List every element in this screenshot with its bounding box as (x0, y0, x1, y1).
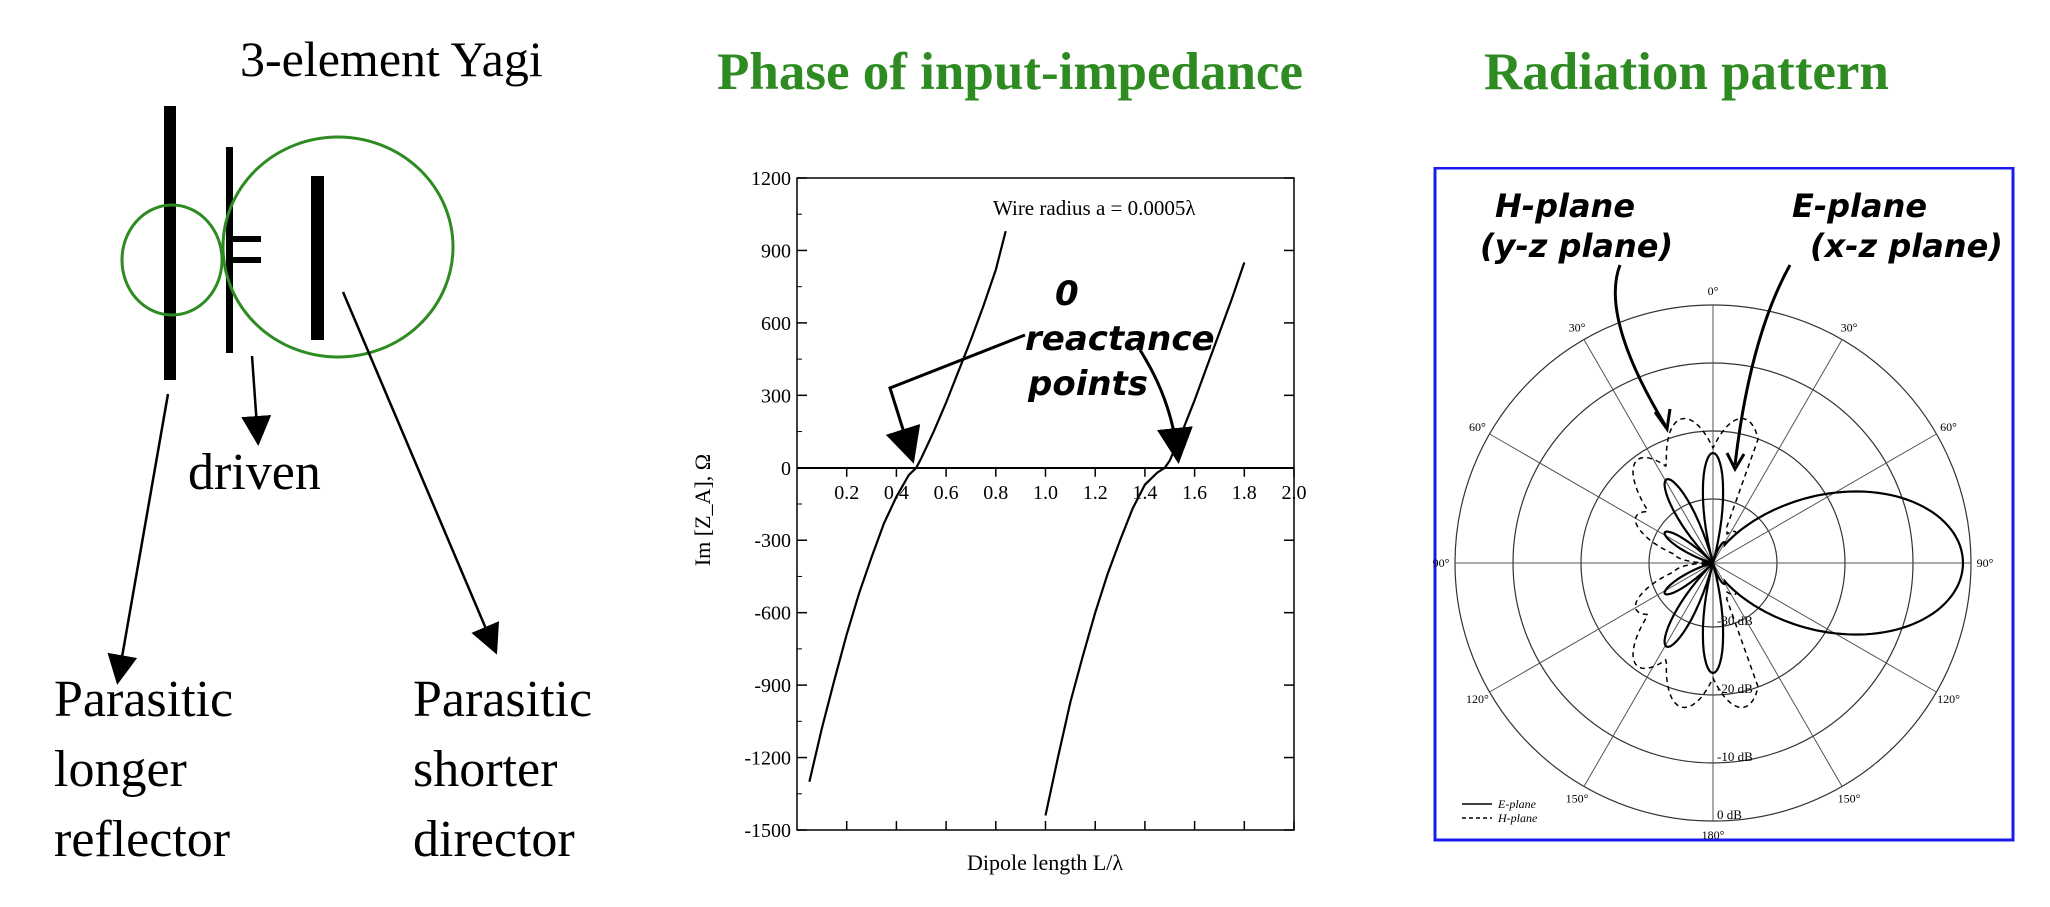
legend-label-h: H-plane (1497, 811, 1538, 825)
director-label: Parasitic shorter director (413, 665, 592, 875)
director-arrow (341, 291, 500, 655)
zero-reactance-note: reactance (1025, 319, 1215, 359)
reactance-curve-1 (808, 230, 1007, 782)
e-plane-pointer (1733, 264, 1792, 466)
x-tick-label: 0.4 (884, 482, 909, 504)
e-plane-label: (x-z plane) (1810, 227, 2003, 265)
reactance-chart: 1200 900 600 300 0 -300 -600 -900 -1200 -1500 0.2… (690, 168, 1307, 875)
e-plane-pointer-head (1725, 452, 1746, 473)
x-tick-label: 2.0 (1282, 482, 1307, 504)
yagi-diagram (107, 106, 500, 685)
polar-angle-label: 120° (1466, 692, 1489, 706)
plot-frame (796, 177, 1295, 831)
x-tick-label: 1.2 (1083, 482, 1108, 504)
director-element (311, 176, 324, 340)
x-tick-label: 1.0 (1033, 482, 1058, 504)
polar-radial-label: -20 dB (1717, 681, 1753, 696)
yagi-title: 3-element Yagi (240, 31, 543, 87)
x-axis-label: Dipole length L/λ (967, 850, 1123, 875)
y-tick-label: 300 (761, 385, 791, 407)
feed-stub-bottom (233, 257, 261, 263)
polar-angle-label: 150° (1566, 792, 1589, 806)
wire-radius-annotation: Wire radius a = 0.0005λ (993, 196, 1196, 220)
h-plane-label: H-plane (1495, 187, 1635, 225)
reflector-coupling-circle (120, 203, 224, 317)
x-tick-label: 1.6 (1182, 482, 1207, 504)
h-plane-pointer (1613, 264, 1667, 426)
director-label-line: Parasitic (413, 671, 593, 728)
polar-angle-label: 150° (1838, 792, 1861, 806)
reflector-arrow (107, 393, 170, 685)
director-label-line: shorter (413, 741, 558, 798)
h-plane-pattern (1632, 417, 1964, 709)
reflector-element (164, 106, 176, 380)
driven-element (226, 147, 233, 353)
feed-stub-top (233, 236, 261, 242)
h-plane-label: (y-z plane) (1480, 227, 1673, 265)
polar-radial-label: 0 dB (1717, 807, 1742, 822)
y-tick-label: 0 (781, 458, 791, 480)
driven-label: driven (188, 444, 321, 501)
y-tick-label: -600 (754, 603, 791, 625)
polar-angle-label: 120° (1937, 692, 1960, 706)
polar-angle-label: 90° (1977, 556, 1994, 570)
polar-angle-label: 180° (1702, 828, 1725, 842)
zero-reactance-note: 0 (1055, 274, 1079, 314)
y-tick-label: 1200 (751, 168, 791, 190)
y-tick-label: 600 (761, 313, 791, 335)
e-plane-label: E-plane (1792, 187, 1927, 225)
polar-angle-label: 0° (1708, 284, 1719, 298)
legend-label-e: E-plane (1497, 797, 1537, 811)
h-plane-pointer-head (1653, 408, 1672, 433)
reflector-label: Parasitic longer reflector (54, 665, 233, 875)
note-arrow-left (885, 333, 1026, 464)
y-tick-label: -900 (754, 675, 791, 697)
director-coupling-circle (221, 135, 455, 359)
polar-angle-label: 30° (1569, 320, 1586, 334)
polar-radial-label: -10 dB (1717, 749, 1753, 764)
x-tick-label: 0.8 (983, 482, 1008, 504)
reflector-label-line: longer (54, 741, 187, 798)
polar-angle-label: 60° (1940, 420, 1957, 434)
reflector-label-line: Parasitic (54, 671, 234, 728)
x-tick-label: 1.8 (1232, 482, 1257, 504)
polar-angle-label: 60° (1469, 420, 1486, 434)
y-tick-label: -300 (754, 530, 791, 552)
y-tick-label: -1200 (744, 748, 791, 770)
zero-reactance-note: points (1027, 364, 1148, 404)
reflector-label-line: reflector (54, 811, 231, 868)
polar-angle-label: 30° (1841, 320, 1858, 334)
driven-arrow (241, 355, 272, 446)
note-arrow-right (1138, 349, 1193, 464)
y-tick-label: 900 (761, 240, 791, 262)
y-axis-label: Im [Z_A], Ω (690, 454, 715, 566)
pattern-title: Radiation pattern (1484, 43, 1889, 101)
phase-title: Phase of input-impedance (717, 43, 1303, 101)
x-tick-label: 0.6 (934, 482, 959, 504)
radiation-pattern: 0° 30° 60° 90° 120° 150° 180° 150° 120° 90° 60° 30°… (1433, 167, 2015, 842)
y-tick-label: -1500 (744, 820, 791, 842)
x-tick-label: 0.2 (834, 482, 859, 504)
reactance-curve-2 (1044, 262, 1246, 816)
director-label-line: director (413, 811, 575, 868)
polar-angle-label: 90° (1433, 556, 1450, 570)
polar-radial-label: -30 dB (1717, 613, 1753, 628)
